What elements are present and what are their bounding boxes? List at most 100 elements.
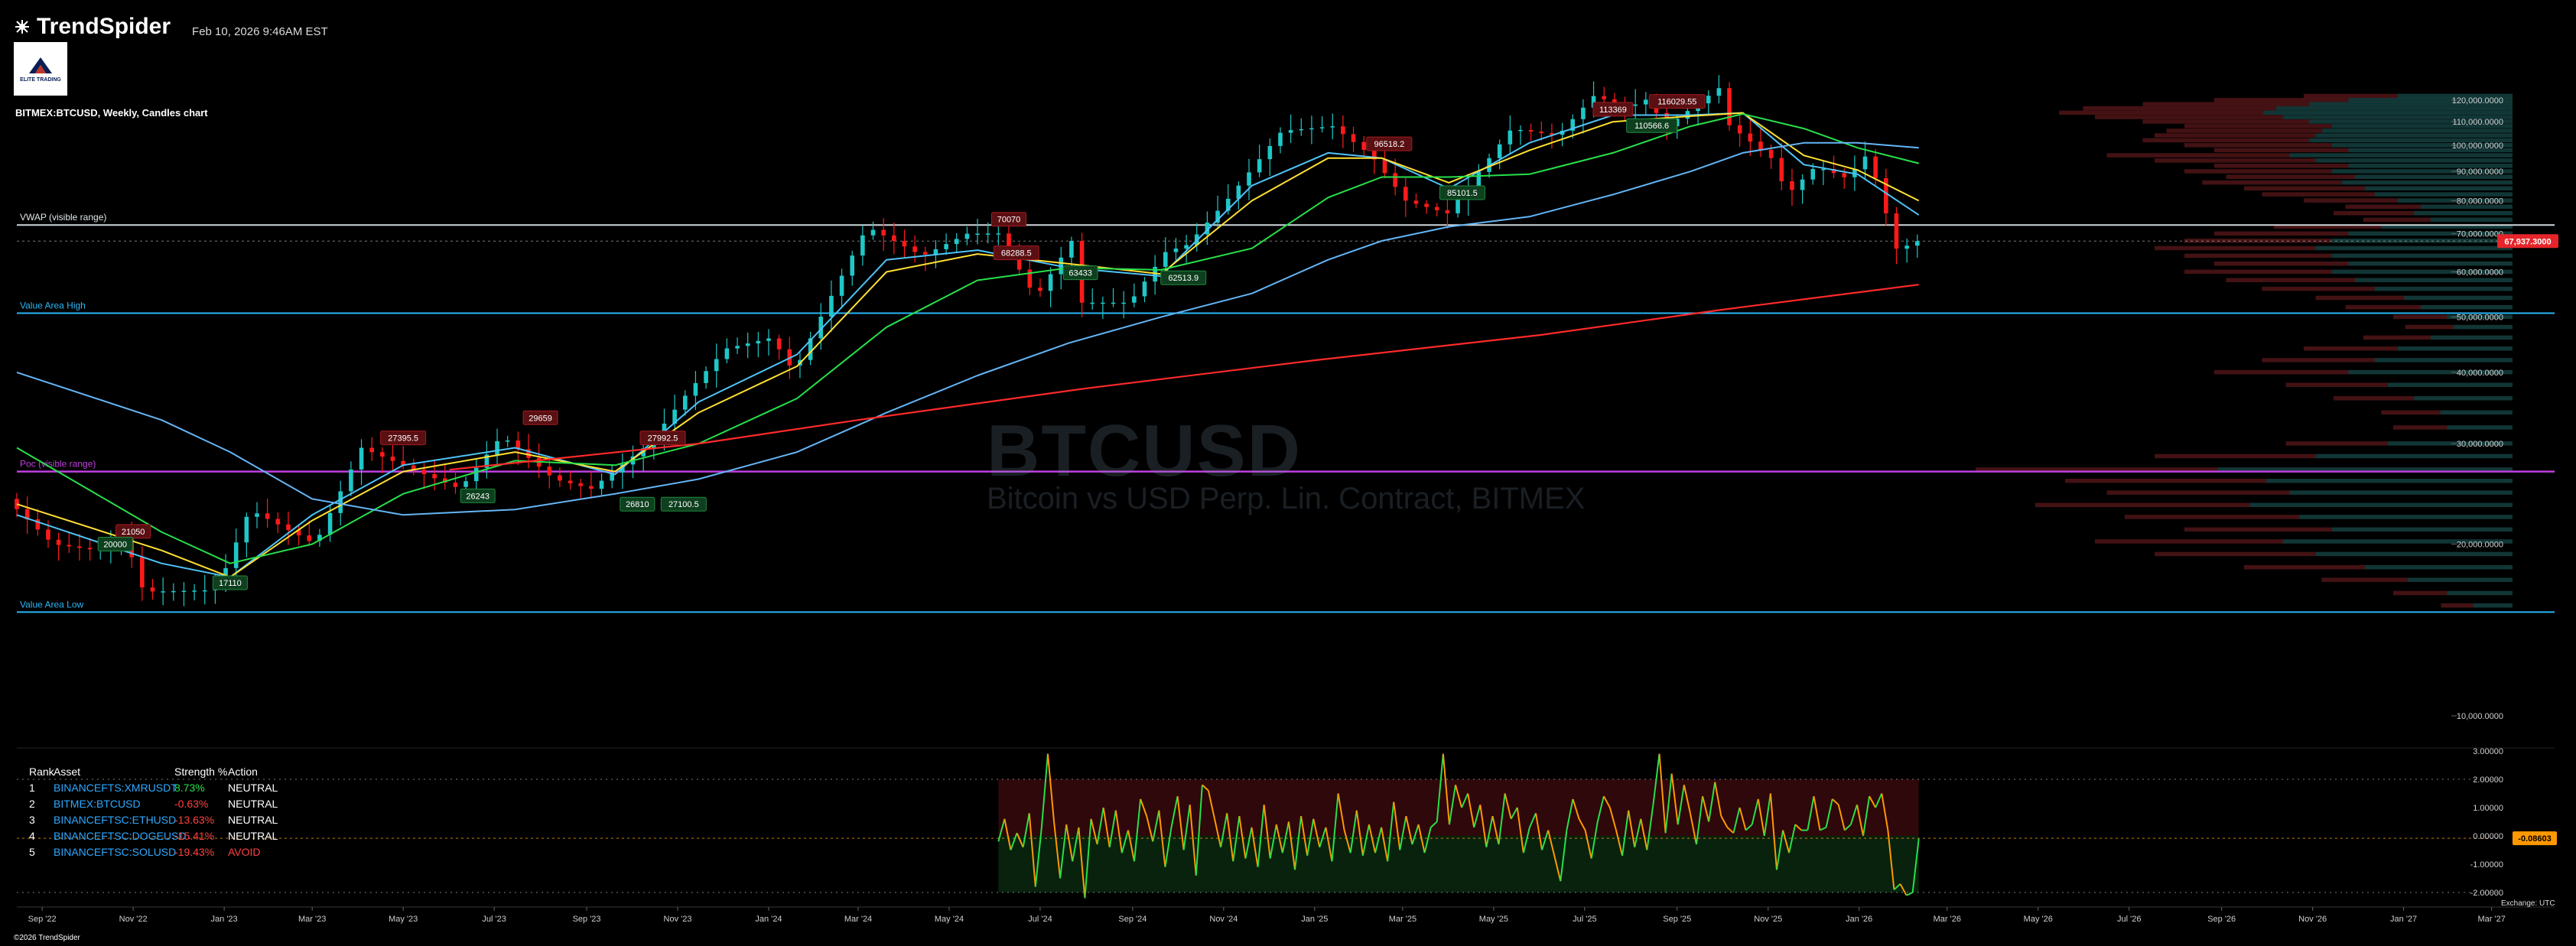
asset-cell[interactable]: BITMEX:BTCUSD (54, 797, 141, 810)
table-row[interactable]: 1 BINANCEFTS:XMRUSDT 8.73% NEUTRAL (29, 779, 289, 795)
osc-segment (1325, 827, 1333, 862)
candle (1413, 200, 1419, 204)
table-row[interactable]: 4 BINANCEFTSC:DOGEUSD -15.41% NEUTRAL (29, 827, 289, 844)
osc-segment (1615, 830, 1624, 857)
annotation-label: 63433 (1068, 269, 1092, 278)
osc-segment (1906, 892, 1914, 896)
candle (286, 524, 291, 530)
candle (1518, 129, 1523, 132)
osc-segment (1287, 821, 1296, 870)
osc-segment (1393, 801, 1401, 850)
y-tick-label: 120,000.0000 (2452, 96, 2503, 106)
candle (161, 591, 165, 593)
osc-segment (1003, 818, 1012, 850)
candle (1748, 133, 1753, 142)
volume-bin-buy (2309, 102, 2513, 106)
candle (1153, 266, 1157, 282)
watermark-ticker: BTCUSD (987, 410, 1302, 492)
volume-bin-buy (2404, 295, 2513, 301)
candle (1111, 302, 1116, 304)
candle (1873, 156, 1878, 178)
osc-tick-label: 2.00000 (2473, 775, 2503, 785)
action-cell: AVOID (228, 845, 261, 858)
price-axis[interactable]: 10,000.0000 20,000.0000 30,000.0000 40,000.… (2451, 96, 2558, 721)
candle (526, 449, 531, 458)
osc-segment (1596, 795, 1605, 822)
header-strength: Strength % (174, 765, 228, 778)
volume-bin-sell (2166, 128, 2323, 133)
volume-bin-buy (2453, 324, 2513, 330)
asset-cell[interactable]: BINANCEFTSC:DOGEUSD (54, 829, 187, 842)
osc-segment (1053, 821, 1062, 879)
candle (610, 472, 615, 481)
osc-segment (1775, 830, 1784, 870)
strength-cell: -0.63% (174, 797, 209, 810)
annotation-box (1439, 185, 1485, 200)
candle (1737, 125, 1742, 134)
volume-bin-buy (2381, 224, 2513, 229)
osc-segment (1757, 798, 1765, 837)
candle (1810, 169, 1816, 180)
osc-segment (1244, 827, 1253, 859)
asset-cell[interactable]: BINANCEFTS:XMRUSDT (54, 781, 177, 794)
candle (1476, 171, 1482, 186)
annotation-label: 27395.5 (388, 434, 418, 444)
osc-segment (1257, 805, 1265, 867)
ema-fast-line (16, 112, 1920, 578)
osc-value-label: -0.08603 (2518, 834, 2551, 844)
candle (1393, 173, 1397, 187)
candle (369, 447, 374, 453)
table-row[interactable]: 5 BINANCEFTSC:SOLUSD -19.43% AVOID (29, 844, 289, 860)
volume-bin-sell (2262, 358, 2375, 362)
volume-bin-buy (2414, 396, 2513, 401)
table-row[interactable]: 3 BINANCEFTSC:ETHUSD -13.63% NEUTRAL (29, 811, 289, 827)
brand[interactable]: TrendSpider (14, 14, 171, 40)
osc-segment (1065, 824, 1074, 862)
volume-bin-sell (2095, 539, 2283, 544)
volume-bin-buy (2374, 192, 2513, 197)
x-tick-label: Nov '24 (1209, 915, 1238, 924)
osc-segment (1368, 824, 1376, 853)
candle (1633, 104, 1638, 106)
time-axis[interactable]: Sep '22 Nov '22 Jan '23 Mar '23 May '23 Jul '… (17, 906, 2555, 924)
osc-segment (1189, 805, 1197, 876)
candle (1716, 88, 1722, 96)
asset-cell[interactable]: BINANCEFTSC:SOLUSD (54, 845, 177, 858)
annotation-box (639, 431, 686, 446)
table-row[interactable]: 2 BITMEX:BTCUSD -0.63% NEUTRAL (29, 795, 289, 811)
candle (380, 452, 385, 457)
candle (1341, 126, 1345, 135)
volume-bin-sell (2226, 174, 2356, 179)
x-tick-label: Jul '23 (482, 915, 506, 924)
volume-bin-sell (2441, 603, 2474, 608)
osc-segment (1195, 785, 1203, 876)
action-cell: NEUTRAL (228, 797, 278, 810)
annotation-box (1062, 265, 1098, 281)
candle (1790, 181, 1794, 190)
candle (202, 590, 207, 592)
volume-bin-sell (2214, 369, 2349, 375)
asset-cell[interactable]: BINANCEFTSC:ETHUSD (54, 813, 177, 826)
action-cell: NEUTRAL (228, 829, 278, 842)
volume-bin-sell (2363, 335, 2431, 340)
candle (912, 246, 917, 252)
osc-segment (1683, 785, 1691, 814)
candle (307, 535, 312, 541)
osc-segment (1028, 813, 1036, 887)
volume-bin-sell (2142, 138, 2310, 143)
volume-bin-buy (2355, 278, 2513, 283)
candle (401, 460, 405, 466)
candle (1894, 213, 1899, 249)
y-tick-label: 40,000.0000 (2457, 369, 2503, 378)
annotation-box (115, 524, 151, 539)
annotation-box (1592, 102, 1634, 117)
osc-segment (1220, 813, 1228, 847)
volume-bin-buy (2397, 346, 2513, 351)
osc-segment (1381, 827, 1389, 862)
volume-bin-buy (2348, 98, 2513, 102)
candle (15, 499, 19, 509)
osc-segment (1022, 813, 1030, 847)
strength-cell: -15.41% (174, 829, 215, 842)
osc-segment (1893, 883, 1901, 891)
